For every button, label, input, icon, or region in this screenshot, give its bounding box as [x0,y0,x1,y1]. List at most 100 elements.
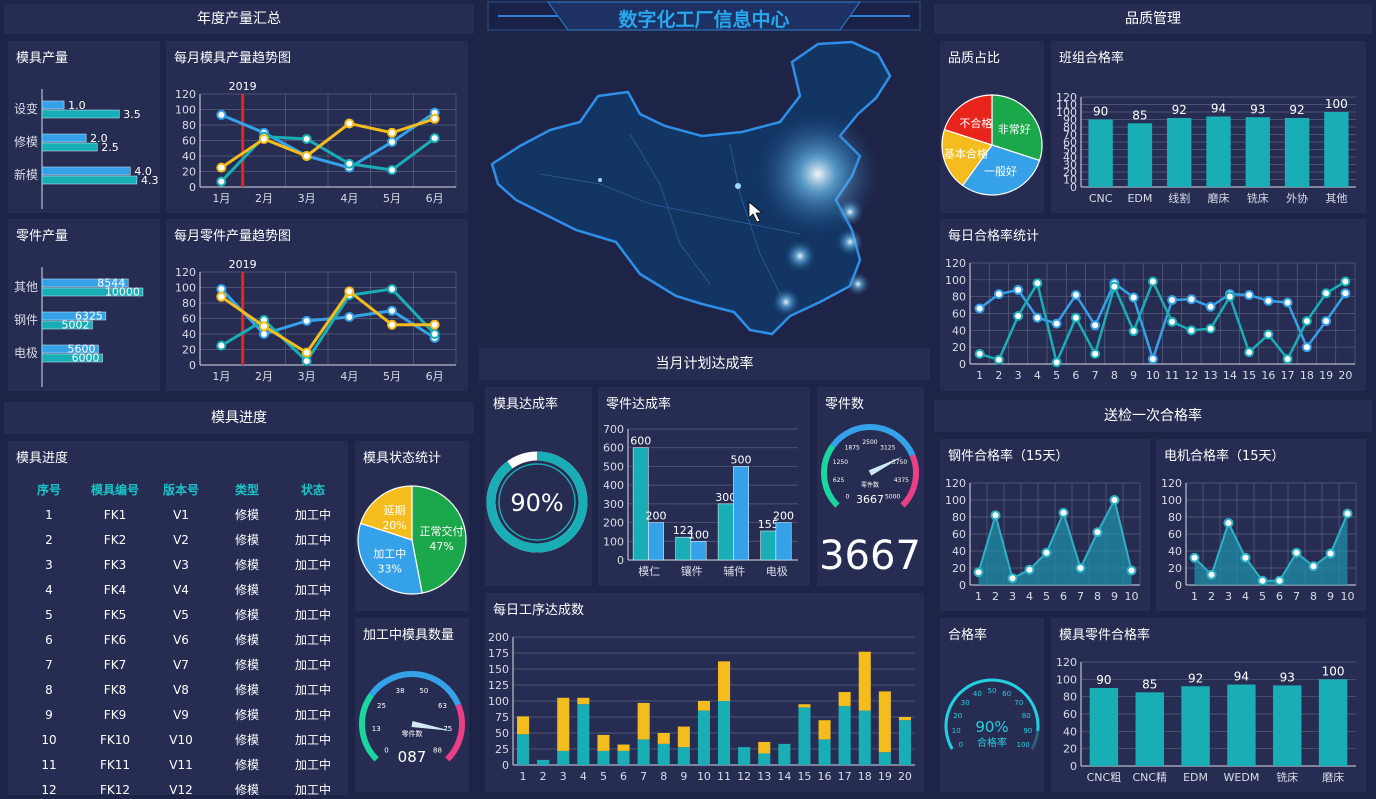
y-tick-label: 60 [952,308,966,321]
series-point [344,158,355,169]
gauge-arc [359,692,379,762]
table-row: 9 FK9 V9 修模 加工中 [16,702,346,727]
bar-value-label: 600 [630,435,651,448]
bar-value-label: 6325 [75,310,103,323]
x-tick-label: 磨床 [1208,191,1230,205]
bar-value-label: 85 [1132,108,1147,122]
bar-segment [898,720,911,765]
table-cell: 加工中 [294,733,331,747]
y-tick-label: 30 [1063,159,1077,172]
y-tick-label: 40 [1063,725,1077,738]
table-cell: FK6 [103,632,127,647]
gauge-tick-label: 0 [384,746,388,754]
bar-segment [617,744,630,751]
table-cell: 加工中 [294,633,331,647]
table-row: 3 FK3 V3 修模 加工中 [16,552,346,577]
x-tick-label: 线割 [1168,191,1190,205]
bar [1089,688,1119,766]
x-tick-label: 15 [1242,369,1256,382]
table-cell: 3 [45,557,53,572]
gauge-arc [821,444,840,508]
china-map [480,34,930,346]
series-line [220,117,436,169]
series-point [301,315,312,326]
section-plan-title: 当月计划达成率 [655,356,754,372]
x-tick-label: 15 [797,770,811,783]
bar-value-label: 100 [1322,664,1345,678]
steel-rate-chart: 0 20 40 60 80 100 120 1 2 3 4 5 6 7 8 9 10 [945,477,1141,603]
series-point [1109,495,1120,505]
series-point [1090,320,1101,331]
x-tick-label: 13 [1204,369,1218,382]
series-point [1092,527,1103,538]
y-tick-label: 200 [488,631,509,644]
daily-process-panel: 每日工序达成数 0 25 50 75 100 125 150 175 200 1 2 3 4 5 6 7 8 9 1… [485,593,924,792]
y-tick-label: 200 [603,517,624,530]
y-tick-label: 40 [1168,545,1182,558]
y-tick-label: 20 [952,341,966,354]
bar [1127,123,1153,187]
series-point [259,133,269,144]
team-pass-rate-panel: 班组合格率 0 10 20 30 40 50 60 70 80 90 100 110 120 CNC EDM… [1051,41,1366,213]
series-point [387,284,397,295]
bar [1273,685,1302,766]
y-tick-label: 100 [175,104,196,117]
series-point [216,162,227,173]
monthly-mold-trend-chart: 0 20 40 60 80 100 120 1月 2月 3月 4月 5月 6月 2019 [175,80,457,205]
bar-segment [738,747,751,765]
bar-value-label: 90 [1093,105,1108,119]
section-inspection-header: 送检一次合格率 [934,400,1372,432]
x-tick-label: 17 [838,770,852,783]
table-cell: 修模 [234,583,259,597]
series-point [387,319,397,330]
bar-segment [617,750,630,765]
y-tick-label: 60 [1063,708,1077,721]
bar [41,109,120,119]
series-point [216,291,227,302]
table-cell: FK12 [99,782,131,796]
gauge-arc [900,454,919,508]
series-point [1244,289,1255,300]
daily-pass-rate-panel: 每日合格率统计 0 20 40 60 80 100 120 1 2 3 4 5 6 7 8 9 10 11 12 13… [940,219,1366,391]
mold-rate-title: 模具达成率 [493,397,559,412]
series-point [1325,548,1336,559]
x-tick-label: 2 [540,770,547,783]
bar [1324,112,1349,187]
table-row: 10 FK10 V10 修模 加工中 [16,727,346,752]
mold-part-rate-title: 模具零件合格率 [1059,628,1151,643]
series-point [1274,575,1285,586]
bar-segment [758,741,771,754]
bar [632,447,649,561]
slice-label: 非常好 [998,122,1031,136]
donut-value: 90% [510,489,563,517]
y-tick-label: 500 [603,460,624,473]
bar-value-label: 4.0 [134,165,152,178]
bar [1284,118,1310,187]
x-tick-label: 16 [818,770,832,783]
series-point [1058,507,1069,518]
bar-value-label: 92 [1188,671,1203,685]
x-tick-label: 18 [858,770,872,783]
y-tick-label: 120 [1056,91,1077,104]
x-tick-label: 3 [1225,590,1232,603]
bar-segment [838,692,851,707]
bar-value-label: 94 [1211,102,1226,116]
y-tick-label: 0 [1070,181,1077,194]
y-tick-label: 60 [952,528,966,541]
x-tick-label: 5 [1043,590,1050,603]
x-tick-label: 11 [1165,369,1179,382]
y-tick-label: 0 [502,759,509,772]
mold-rate-panel: 模具达成率 90% [485,387,592,586]
y-tick-label: 100 [175,282,196,295]
x-tick-label: 7 [1092,369,1099,382]
y-tick-label: 80 [952,291,966,304]
molds-in-process-title: 加工中模具数量 [363,628,455,643]
gauge-tick-label: 13 [372,725,381,733]
table-cell: V5 [173,607,189,622]
section-quality-title: 品质管理 [1125,11,1181,27]
x-tick-label: 3月 [298,370,316,383]
bar [41,166,131,176]
x-tick-label: 铣床 [1276,770,1298,784]
bar-value-label: 500 [731,453,752,466]
